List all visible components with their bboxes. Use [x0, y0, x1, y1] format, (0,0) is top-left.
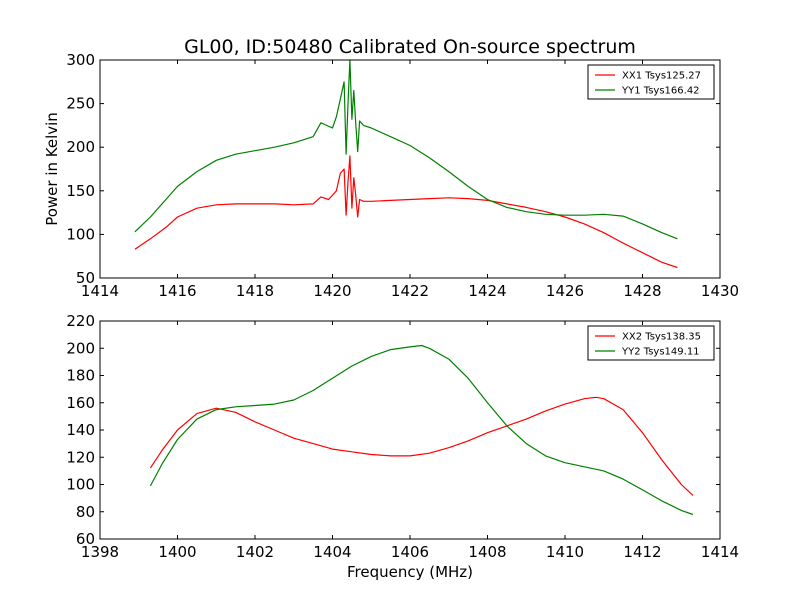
- y-axis-label: Power in Kelvin: [43, 112, 61, 226]
- x-tick-label: 1408: [468, 543, 506, 561]
- series-line-1-1: [149, 344, 694, 516]
- x-tick-label: 1414: [701, 543, 739, 561]
- legend-box: [587, 64, 715, 100]
- y-tick-label: 100: [66, 225, 95, 243]
- x-tick-label: 1420: [313, 282, 351, 300]
- y-tick-label: 100: [66, 476, 95, 494]
- series-line-0-1: [134, 60, 678, 240]
- y-tick-label: 200: [66, 138, 95, 156]
- y-tick-label: 80: [76, 503, 95, 521]
- y-tick-label: 150: [66, 182, 95, 200]
- legend: XX2 Tsys138.35 YY2 Tsys149.11: [587, 325, 715, 361]
- legend: XX1 Tsys125.27 YY1 Tsys166.42: [587, 64, 715, 100]
- x-tick-label: 1418: [236, 282, 274, 300]
- series-line-0-0: [134, 155, 678, 269]
- x-tick-label: 1410: [546, 543, 584, 561]
- bottom-panel: 1398 1400 1402 1404 1406 1408 1410 1412 1414 60 80…: [66, 312, 739, 561]
- x-axis-label: Frequency (MHz): [347, 563, 473, 581]
- y-tick-label: 120: [66, 448, 95, 466]
- x-tick-label: 1422: [391, 282, 429, 300]
- y-tick-label: 220: [66, 312, 95, 330]
- x-tick-label: 1426: [546, 282, 584, 300]
- x-tick-label: 1404: [313, 543, 351, 561]
- top-panel: 1414 1416 1418 1420 1422 1424 1426 1428 1430 50 10…: [66, 51, 739, 300]
- x-tick-label: 1428: [623, 282, 661, 300]
- series-line-1-0: [149, 396, 694, 496]
- chart-title: GL00, ID:50480 Calibrated On-source spec…: [184, 36, 636, 58]
- y-tick-label: 200: [66, 339, 95, 357]
- x-tick-label: 1424: [468, 282, 506, 300]
- x-tick-label: 1412: [623, 543, 661, 561]
- x-tick-label: 1402: [236, 543, 274, 561]
- x-tick-label: 1430: [701, 282, 739, 300]
- y-tick-label: 60: [76, 530, 95, 548]
- legend-label: YY1 Tsys166.42: [621, 86, 700, 97]
- x-tick-label: 1416: [158, 282, 196, 300]
- legend-box: [587, 325, 715, 361]
- y-tick-label: 250: [66, 95, 95, 113]
- y-tick-label: 300: [66, 51, 95, 69]
- legend-label: YY2 Tsys149.11: [621, 347, 700, 358]
- x-tick-label: 1398: [81, 543, 119, 561]
- y-tick-label: 140: [66, 421, 95, 439]
- x-tick-label: 1406: [391, 543, 429, 561]
- y-tick-label: 160: [66, 394, 95, 412]
- legend-label: XX2 Tsys138.35: [622, 332, 701, 343]
- x-tick-label: 1414: [81, 282, 119, 300]
- y-tick-label: 180: [66, 367, 95, 385]
- x-tick-label: 1400: [158, 543, 196, 561]
- y-tick-label: 50: [76, 269, 95, 287]
- legend-label: XX1 Tsys125.27: [622, 71, 701, 82]
